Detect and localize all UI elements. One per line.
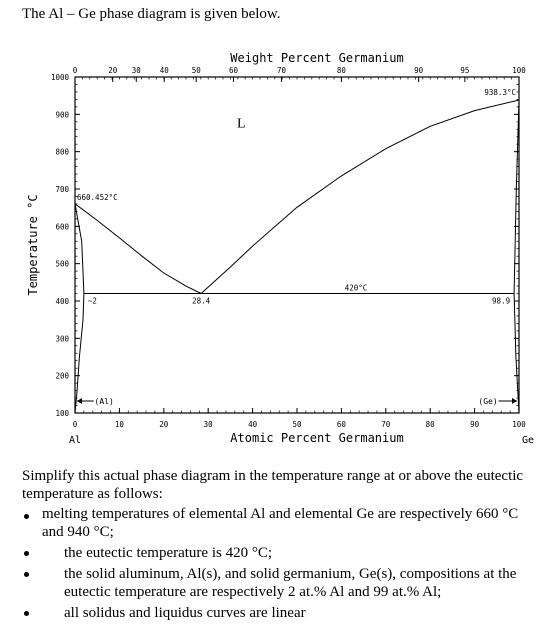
top-tick-label: 30 — [132, 66, 142, 75]
phase-diagram: Weight Percent Germanium Atomic Percent G… — [26, 51, 534, 446]
bullet-dot-1 — [24, 514, 29, 519]
y-tick-label: 1000 — [51, 73, 70, 82]
ge-phase-label: (Ge) — [478, 397, 497, 406]
al-solubility-label: ~2 — [88, 297, 97, 306]
bullet-item-1: melting temperatures of elemental Al and… — [42, 506, 519, 540]
top-tick-label: 100 — [512, 66, 526, 75]
liquidus-curve-al-side — [74, 203, 202, 294]
bottom-tick-label: 10 — [115, 420, 125, 429]
bottom-tick-label: 60 — [337, 420, 347, 429]
intro-text: The Al – Ge phase diagram is given below… — [22, 6, 281, 22]
top-tick-label: 20 — [108, 66, 118, 75]
y-tick-label: 600 — [55, 222, 69, 231]
bullet-item-2: the eutectic temperature is 420 °C; — [64, 545, 273, 561]
y-tick-label: 500 — [55, 260, 69, 269]
y-tick-label: 900 — [55, 110, 69, 119]
bullet-dot-2 — [24, 551, 29, 556]
bottom-axis-title: Atomic Percent Germanium — [230, 431, 403, 445]
bottom-tick-label: 50 — [292, 420, 302, 429]
bottom-tick-label: 90 — [470, 420, 480, 429]
top-tick-label: 40 — [160, 66, 170, 75]
bottom-tick-label: 70 — [381, 420, 391, 429]
bullet-dot-3 — [24, 572, 29, 577]
al-melting-point-label: 660.452°C — [77, 193, 118, 202]
instruction-paragraph: Simplify this actual phase diagram in th… — [22, 468, 524, 502]
eutectic-temperature-label: 420°C — [345, 284, 368, 293]
eutectic-composition-label: 28.4 — [192, 297, 211, 306]
ge-melting-point-label: 938.3°C — [484, 88, 516, 97]
y-tick-label: 100 — [55, 409, 69, 418]
end-label-al: Al — [69, 435, 81, 446]
top-tick-label: 60 — [229, 66, 239, 75]
ge-solubility-label: 98.9 — [492, 297, 510, 306]
y-tick-label: 400 — [55, 297, 69, 306]
al-phase-arrow-head — [77, 398, 82, 404]
al-phase-label: (Al) — [95, 397, 114, 406]
bottom-tick-label: 0 — [73, 420, 78, 429]
bottom-tick-label: 20 — [159, 420, 169, 429]
y-tick-label: 200 — [55, 372, 69, 381]
bullet-dot-4 — [24, 611, 29, 616]
liquid-region-label: L — [237, 116, 246, 131]
ge-phase-arrow-head — [512, 398, 517, 404]
y-tick-label: 300 — [55, 334, 69, 343]
top-tick-label: 50 — [192, 66, 202, 75]
y-tick-label: 700 — [55, 185, 69, 194]
top-tick-label: 80 — [337, 66, 347, 75]
bottom-tick-label: 40 — [248, 420, 258, 429]
top-axis-title: Weight Percent Germanium — [230, 51, 403, 65]
plot-frame — [74, 76, 520, 414]
top-tick-label: 0 — [73, 66, 78, 75]
top-tick-label: 70 — [277, 66, 287, 75]
bottom-tick-label: 30 — [204, 420, 214, 429]
bullet-item-4: all solidus and liquidus curves are line… — [64, 605, 306, 621]
solvus-curve-al — [74, 203, 85, 414]
top-tick-label: 90 — [414, 66, 424, 75]
liquidus-curve-ge-side — [200, 99, 520, 294]
bullet-item-3: the solid aluminum, Al(s), and solid ger… — [64, 566, 517, 600]
top-tick-label: 95 — [460, 66, 469, 75]
bottom-tick-label: 80 — [426, 420, 436, 429]
y-tick-label: 800 — [55, 148, 69, 157]
bottom-tick-label: 100 — [512, 420, 526, 429]
end-label-ge: Ge — [522, 435, 534, 446]
y-axis-title: Temperature °C — [26, 194, 40, 295]
